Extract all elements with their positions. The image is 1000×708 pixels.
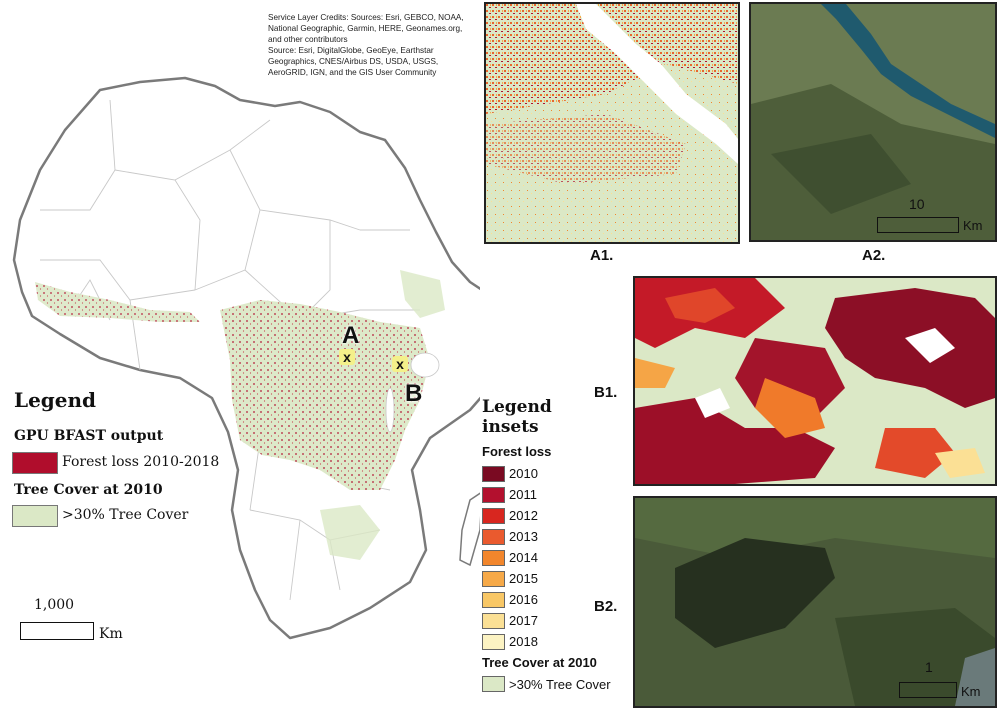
east-africa-tree-cover: [400, 270, 445, 318]
year-swatch: [482, 591, 505, 608]
year-swatch: [482, 507, 505, 524]
main-scale-unit: Km: [99, 626, 123, 642]
year-row-2018: 2018: [482, 631, 538, 652]
inset-a2-satellite: 10 Km: [749, 2, 997, 242]
inset-b1-drawing: [635, 278, 995, 484]
inset-legend-tree-cover-title: Tree Cover at 2010: [482, 655, 597, 670]
inset-a2-river: [821, 4, 995, 138]
lake-tanganyika: [385, 387, 395, 433]
inset-b2-scale-value: 1: [925, 659, 933, 675]
year-row-2015: 2015: [482, 568, 538, 589]
service-layer-credits: Service Layer Credits: Sources: Esri, GE…: [268, 13, 464, 77]
year-row-2012: 2012: [482, 505, 538, 526]
year-row-2014: 2014: [482, 547, 538, 568]
southern-tree-cover: [320, 505, 380, 560]
inset-legend-title-line1: Legend: [482, 397, 552, 417]
inset-b2-scale-bar: [899, 682, 957, 698]
year-swatch: [482, 612, 505, 629]
inset-b2-drawing: [635, 498, 995, 706]
year-label: 2016: [509, 592, 538, 607]
year-swatch: [482, 528, 505, 545]
year-label: 2012: [509, 508, 538, 523]
africa-map: [12, 76, 480, 640]
site-a-marker: x: [339, 349, 355, 365]
inset-b2-scale-unit: Km: [961, 684, 981, 699]
year-swatch: [482, 465, 505, 482]
inset-b1-label: B1.: [594, 384, 618, 401]
inset-a1-river: [576, 4, 738, 164]
year-label: 2015: [509, 571, 538, 586]
inset-a2-scale-bar: [877, 217, 959, 233]
year-label: 2014: [509, 550, 538, 565]
year-swatch: [482, 549, 505, 566]
year-row-2011: 2011: [482, 484, 538, 505]
inset-a1-drawing: [486, 4, 738, 242]
year-swatch: [482, 486, 505, 503]
west-africa-tree-cover: [35, 282, 200, 322]
inset-legend-tree-cover-row: >30% Tree Cover: [482, 676, 611, 692]
tree-cover-swatch: [12, 505, 58, 527]
main-scale-value: 1,000: [34, 597, 75, 613]
year-swatch: [482, 570, 505, 587]
inset-legend-title-line2: insets: [482, 417, 539, 437]
year-row-2013: 2013: [482, 526, 538, 547]
madagascar-outline: [459, 492, 480, 567]
year-swatch: [482, 633, 505, 650]
inset-b1-map: [633, 276, 997, 486]
site-a-letter: A: [342, 322, 360, 349]
inset-a2-drawing: [751, 4, 995, 240]
year-label: 2011: [509, 487, 537, 502]
forest-loss-swatch: [12, 452, 58, 474]
inset-a2-scale-unit: Km: [963, 218, 983, 233]
year-label: 2013: [509, 529, 538, 544]
tree-cover-label: >30% Tree Cover: [62, 507, 189, 523]
site-b-letter: B: [405, 380, 423, 407]
year-label: 2010: [509, 466, 538, 481]
tree-cover-inset-swatch: [482, 676, 505, 692]
inset-a2-label: A2.: [862, 247, 886, 264]
year-label: 2017: [509, 613, 538, 628]
site-b-marker: x: [392, 356, 408, 372]
year-row-2017: 2017: [482, 610, 538, 631]
year-label: 2018: [509, 634, 538, 649]
inset-b2-satellite: 1 Km: [633, 496, 997, 708]
year-row-2016: 2016: [482, 589, 538, 610]
tree-cover-region: [220, 300, 430, 490]
lake-victoria: [410, 352, 440, 378]
year-row-2010: 2010: [482, 463, 538, 484]
inset-legend-forest-loss: Forest loss: [482, 444, 552, 459]
legend-section-tree-cover: Tree Cover at 2010: [14, 482, 163, 498]
inset-a2-scale-value: 10: [909, 196, 925, 212]
inset-b2-dark-patch: [675, 538, 835, 648]
legend-section-bfast: GPU BFAST output: [14, 428, 164, 444]
legend-title: Legend: [14, 388, 97, 412]
main-scale-bar: [20, 622, 94, 640]
inset-a1-label: A1.: [590, 247, 614, 264]
inset-a1-map: [484, 2, 740, 244]
forest-loss-label: Forest loss 2010-2018: [62, 454, 220, 470]
inset-legend-years: 2010 2011 2012 2013 2014 2015 2016 2017 …: [482, 463, 538, 652]
inset-b2-label: B2.: [594, 598, 618, 615]
tree-cover-inset-label: >30% Tree Cover: [509, 676, 611, 692]
